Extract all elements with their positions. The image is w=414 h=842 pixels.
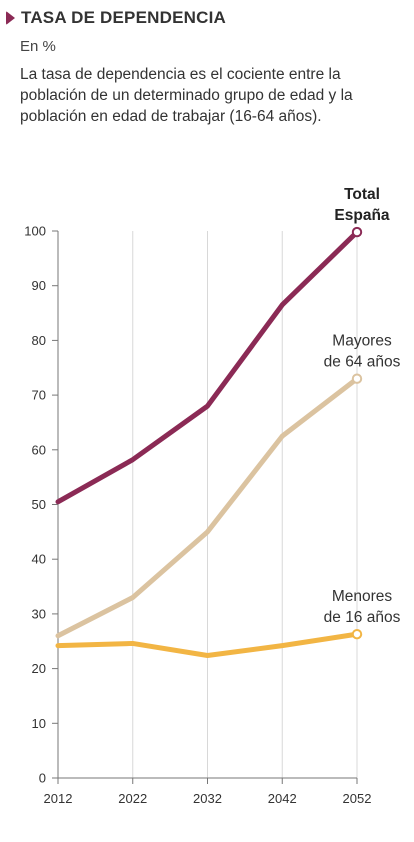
y-tick-label-70: 70 (32, 388, 46, 403)
x-tick-label-2022: 2022 (118, 791, 147, 806)
x-tick-label-2052: 2052 (343, 791, 372, 806)
series-endpoint-menores-de-16-anos (351, 628, 363, 640)
y-tick-label-90: 90 (32, 278, 46, 293)
series-label-menores-de-16-anos-line-1: Menores (332, 588, 393, 605)
y-tick-label-0: 0 (39, 771, 46, 786)
y-tick-label-50: 50 (32, 497, 46, 512)
y-tick-label-20: 20 (32, 661, 46, 676)
chart-header: TASA DE DEPENDENCIA En % La tasa de depe… (6, 8, 406, 127)
chart-description: La tasa de dependencia es el cociente en… (20, 66, 353, 125)
title-row: TASA DE DEPENDENCIA (6, 8, 406, 28)
series-label-mayores-de-64-anos-line-2: de 64 años (324, 354, 401, 371)
y-tick-label-60: 60 (32, 442, 46, 457)
x-tick-label-2012: 2012 (44, 791, 73, 806)
y-tick-label-10: 10 (32, 716, 46, 731)
y-tick-label-40: 40 (32, 552, 46, 567)
series-endpoint-total-espana (351, 226, 363, 238)
y-tick-label-80: 80 (32, 333, 46, 348)
series-label-menores-de-16-anos-line-2: de 16 años (324, 609, 401, 626)
x-tick-label-2042: 2042 (268, 791, 297, 806)
series-label-mayores-de-64-anos-line-1: Mayores (332, 333, 392, 350)
chart-title: TASA DE DEPENDENCIA (21, 8, 226, 27)
series-line-menores-de-16-anos (55, 631, 360, 658)
title-marker-icon (6, 11, 15, 25)
y-tick-label-100: 100 (24, 224, 46, 239)
x-tick-label-2032: 2032 (193, 791, 222, 806)
series-endpoint-mayores-de-64-anos (351, 373, 363, 384)
y-tick-label-30: 30 (32, 606, 46, 621)
series-line-total-espana (55, 229, 360, 505)
series-line-mayores-de-64-anos (55, 376, 360, 639)
series-label-total-espana-line-1: Total (344, 186, 380, 203)
chart-subtitle: En % (20, 38, 56, 55)
series-label-total-espana-line-2: España (334, 207, 390, 224)
